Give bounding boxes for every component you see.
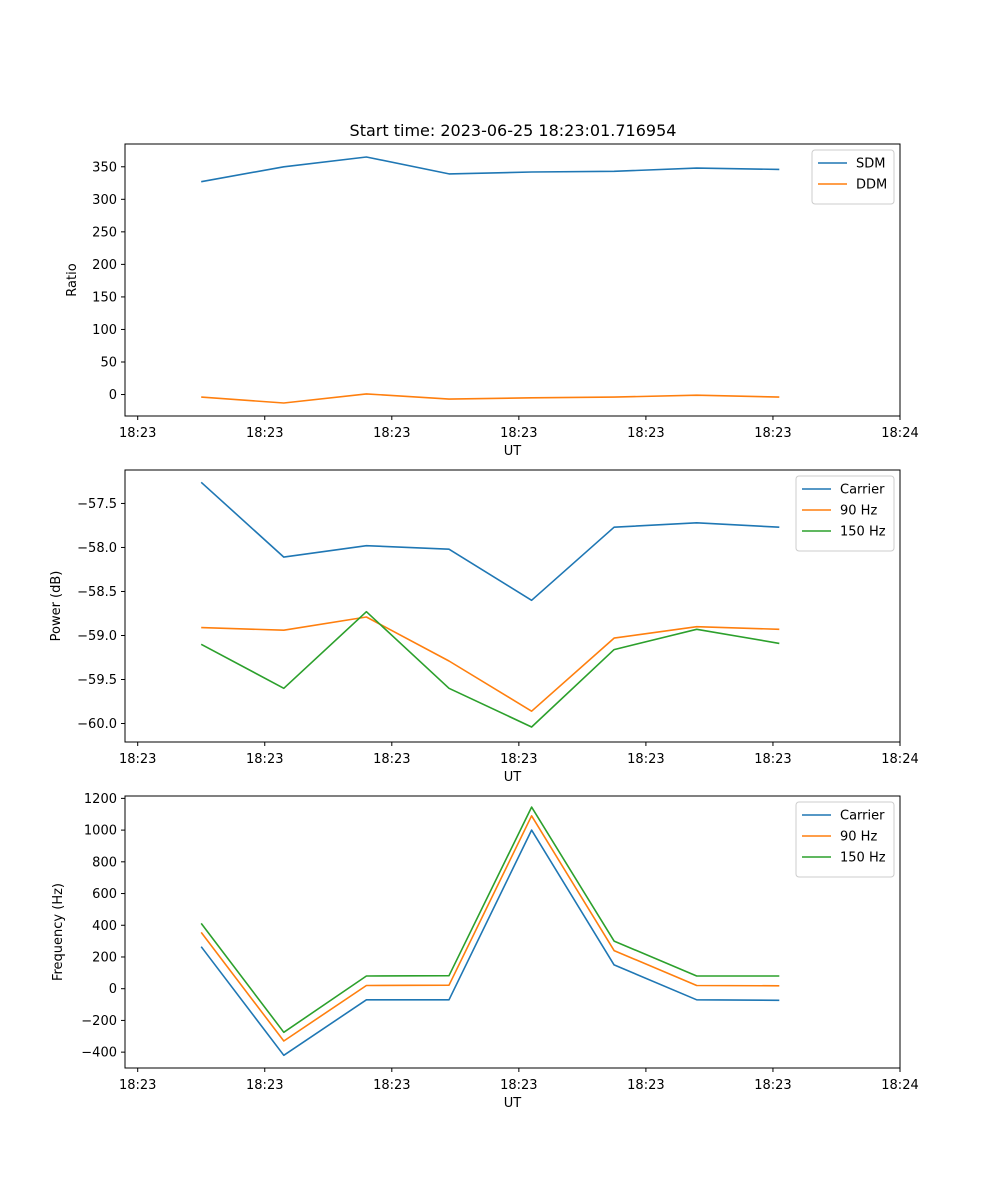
x-tick-label: 18:24	[881, 426, 918, 441]
y-tick-label: 1200	[84, 792, 117, 807]
x-tick-label: 18:23	[500, 1078, 537, 1093]
x-tick-label: 18:23	[373, 1078, 410, 1093]
y-tick-label: −400	[81, 1046, 117, 1061]
y-tick-label: −200	[81, 1014, 117, 1029]
x-tick-label: 18:23	[627, 426, 664, 441]
y-tick-label: 200	[92, 258, 117, 273]
y-tick-label: 100	[92, 323, 117, 338]
y-tick-label: −60.0	[77, 717, 117, 732]
y-tick-label: −59.5	[77, 673, 117, 688]
x-tick-label: 18:23	[119, 1078, 156, 1093]
y-tick-label: −59.0	[77, 629, 117, 644]
axes-frame	[124, 469, 901, 743]
x-axis-label: UT	[504, 444, 522, 459]
legend-label: 90 Hz	[840, 830, 877, 845]
y-tick-label: 200	[92, 950, 117, 965]
x-axis-label: UT	[504, 770, 522, 785]
y-tick-label: 0	[109, 982, 117, 997]
legend-label: DDM	[856, 178, 887, 193]
legend: SDM DDM	[811, 149, 895, 205]
x-tick-label: 18:23	[373, 426, 410, 441]
x-tick-label: 18:23	[627, 1078, 664, 1093]
y-tick-label: 800	[92, 855, 117, 870]
x-tick-label: 18:23	[754, 752, 791, 767]
y-tick-label: 600	[92, 887, 117, 902]
y-axis-label: Power (dB)	[49, 571, 64, 642]
x-tick-label: 18:23	[246, 752, 283, 767]
series-line-150-hz	[200, 610, 780, 728]
axes-frame	[124, 795, 901, 1069]
series-line-90-hz	[201, 616, 780, 713]
series-line-90-hz	[200, 814, 780, 1042]
x-tick-label: 18:24	[881, 1078, 918, 1093]
legend: Carrier 90 Hz 150 Hz	[795, 801, 895, 878]
y-tick-label: 0	[109, 388, 117, 403]
y-tick-label: −57.5	[77, 497, 117, 512]
y-tick-label: 300	[92, 193, 117, 208]
legend-box	[795, 475, 895, 552]
y-axis-label: Frequency (Hz)	[51, 883, 66, 981]
series-line-ddm	[201, 393, 780, 404]
legend-label: 150 Hz	[840, 851, 886, 866]
panels: 18:23 18:23 18:23 18:23 18:23 18:23 18:24 0 50 10…	[49, 143, 919, 1111]
y-tick-label: 400	[92, 919, 117, 934]
y-tick-label: −58.5	[77, 585, 117, 600]
x-tick-label: 18:23	[754, 1078, 791, 1093]
x-tick-label: 18:23	[119, 426, 156, 441]
x-tick-label: 18:23	[373, 752, 410, 767]
chart-panel-2: 18:23 18:23 18:23 18:23 18:23 18:23 18:24 −60.0…	[49, 469, 919, 785]
y-tick-label: −58.0	[77, 541, 117, 556]
series-line-carrier	[200, 829, 780, 1057]
legend-label: Carrier	[840, 809, 885, 824]
legend-box	[795, 801, 895, 878]
x-tick-label: 18:23	[500, 752, 537, 767]
x-tick-label: 18:23	[246, 1078, 283, 1093]
x-tick-label: 18:23	[627, 752, 664, 767]
figure-title: Start time: 2023-06-25 18:23:01.716954	[350, 121, 677, 140]
x-axis-label: UT	[504, 1096, 522, 1111]
x-tick-label: 18:23	[246, 426, 283, 441]
y-tick-label: 150	[92, 290, 117, 305]
legend-label: SDM	[856, 157, 885, 172]
y-axis-label: Ratio	[65, 263, 80, 296]
x-tick-label: 18:23	[119, 752, 156, 767]
y-tick-label: 1000	[84, 824, 117, 839]
x-tick-label: 18:23	[754, 426, 791, 441]
legend: Carrier 90 Hz 150 Hz	[795, 475, 895, 552]
legend-label: 90 Hz	[840, 504, 877, 519]
legend-label: Carrier	[840, 483, 885, 498]
x-tick-label: 18:23	[500, 426, 537, 441]
series-line-carrier	[200, 481, 780, 602]
x-tick-label: 18:24	[881, 752, 918, 767]
series-line-sdm	[201, 156, 780, 183]
chart-panel-3: 18:23 18:23 18:23 18:23 18:23 18:23 18:24 −400 −…	[51, 792, 919, 1111]
legend-label: 150 Hz	[840, 525, 886, 540]
y-tick-label: 50	[100, 355, 117, 370]
y-tick-label: 350	[92, 160, 117, 175]
chart-panel-1: 18:23 18:23 18:23 18:23 18:23 18:23 18:24 0 50 10…	[65, 143, 919, 459]
y-tick-label: 250	[92, 225, 117, 240]
axes-frame	[124, 143, 901, 417]
series-line-150-hz	[200, 806, 780, 1034]
